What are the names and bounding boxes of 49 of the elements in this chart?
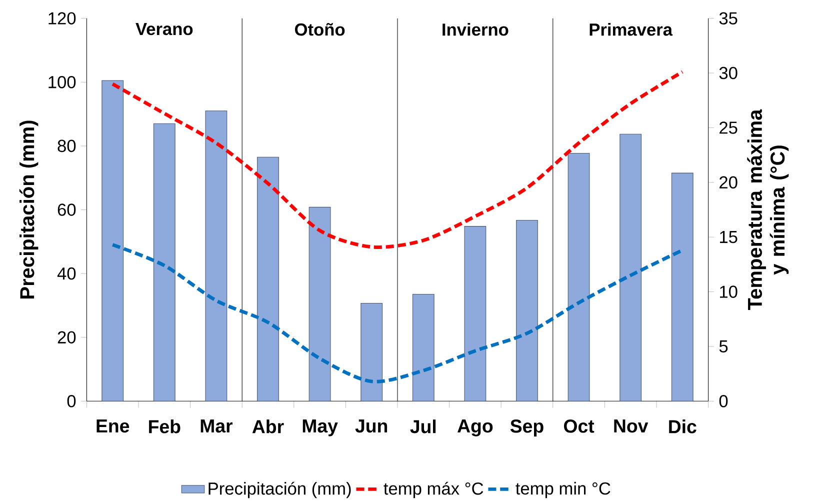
x-tick-label: Mar [200,419,233,432]
bar [257,156,279,402]
line-series [110,70,684,249]
y2-tick-label: 35 [719,12,738,24]
x-tick-label: May [302,419,338,436]
y-tick-label: 80 [58,140,76,152]
y2-tick-label: 5 [719,340,728,352]
bar [412,294,434,402]
annotation: Otoño [294,22,345,36]
bar [464,226,486,402]
legend-label: Precipitación (mm) [208,482,351,498]
legend-label: temp min °C [516,482,610,498]
y2-tick-label: 20 [720,176,738,188]
y2-tick-label: 0 [719,394,728,408]
x-tick-label: Ago [458,419,493,436]
x-tick-label: Feb [149,419,180,434]
bar [360,302,383,402]
y2-tick-label: 25 [720,121,738,134]
x-tick-label: Ene [96,419,130,432]
bar [308,206,331,402]
y2-tick-label: 30 [719,66,738,80]
bar [516,220,538,402]
bar [153,123,176,402]
y-tick-label: 20 [58,331,76,344]
x-tick-label: Sep [510,419,544,436]
y-tick-label: 40 [57,267,76,280]
y-tick-label: 0 [67,394,76,408]
x-tick-label: Jul [410,419,436,434]
bar [568,152,590,402]
y-axis-title: Precipitación (mm) [19,120,38,298]
y-tick-label: 120 [48,12,76,24]
annotation: Verano [136,22,193,36]
x-tick-label: Abr [252,419,284,434]
x-tick-label: Dic [669,419,696,434]
annotation: Invierno [442,22,508,36]
y2-tick-label: 15 [720,230,738,244]
x-tick-label: Oct [564,419,594,433]
legend-label: temp máx °C [384,482,484,498]
y-tick-label: 60 [58,204,76,216]
y2-tick-label: 10 [720,286,738,298]
bar [102,80,124,402]
annotation: Primavera [590,22,673,36]
x-tick-label: Jun [355,419,388,432]
bar [671,172,694,402]
bar [205,110,228,402]
bar [620,134,642,402]
y2-axis-title: Temperatura máxima y mínima (°C) [747,109,789,310]
y-tick-label: 100 [48,76,76,88]
x-tick-label: Nov [614,419,648,432]
